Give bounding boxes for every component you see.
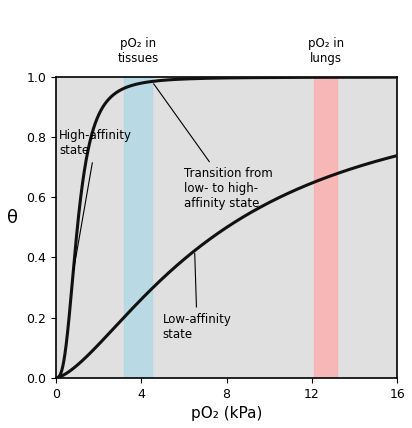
Text: pO₂ in
tissues: pO₂ in tissues	[117, 37, 159, 65]
Text: Low-affinity
state: Low-affinity state	[163, 253, 232, 341]
Bar	[124, 77, 152, 378]
Text: Transition from
low- to high-
affinity state: Transition from low- to high- affinity s…	[154, 84, 273, 210]
Y-axis label: θ: θ	[7, 209, 18, 227]
Bar	[314, 77, 337, 378]
Text: High-affinity
state: High-affinity state	[59, 129, 132, 270]
X-axis label: pO₂ (kPa): pO₂ (kPa)	[191, 406, 262, 421]
Text: pO₂ in
lungs: pO₂ in lungs	[308, 37, 344, 65]
